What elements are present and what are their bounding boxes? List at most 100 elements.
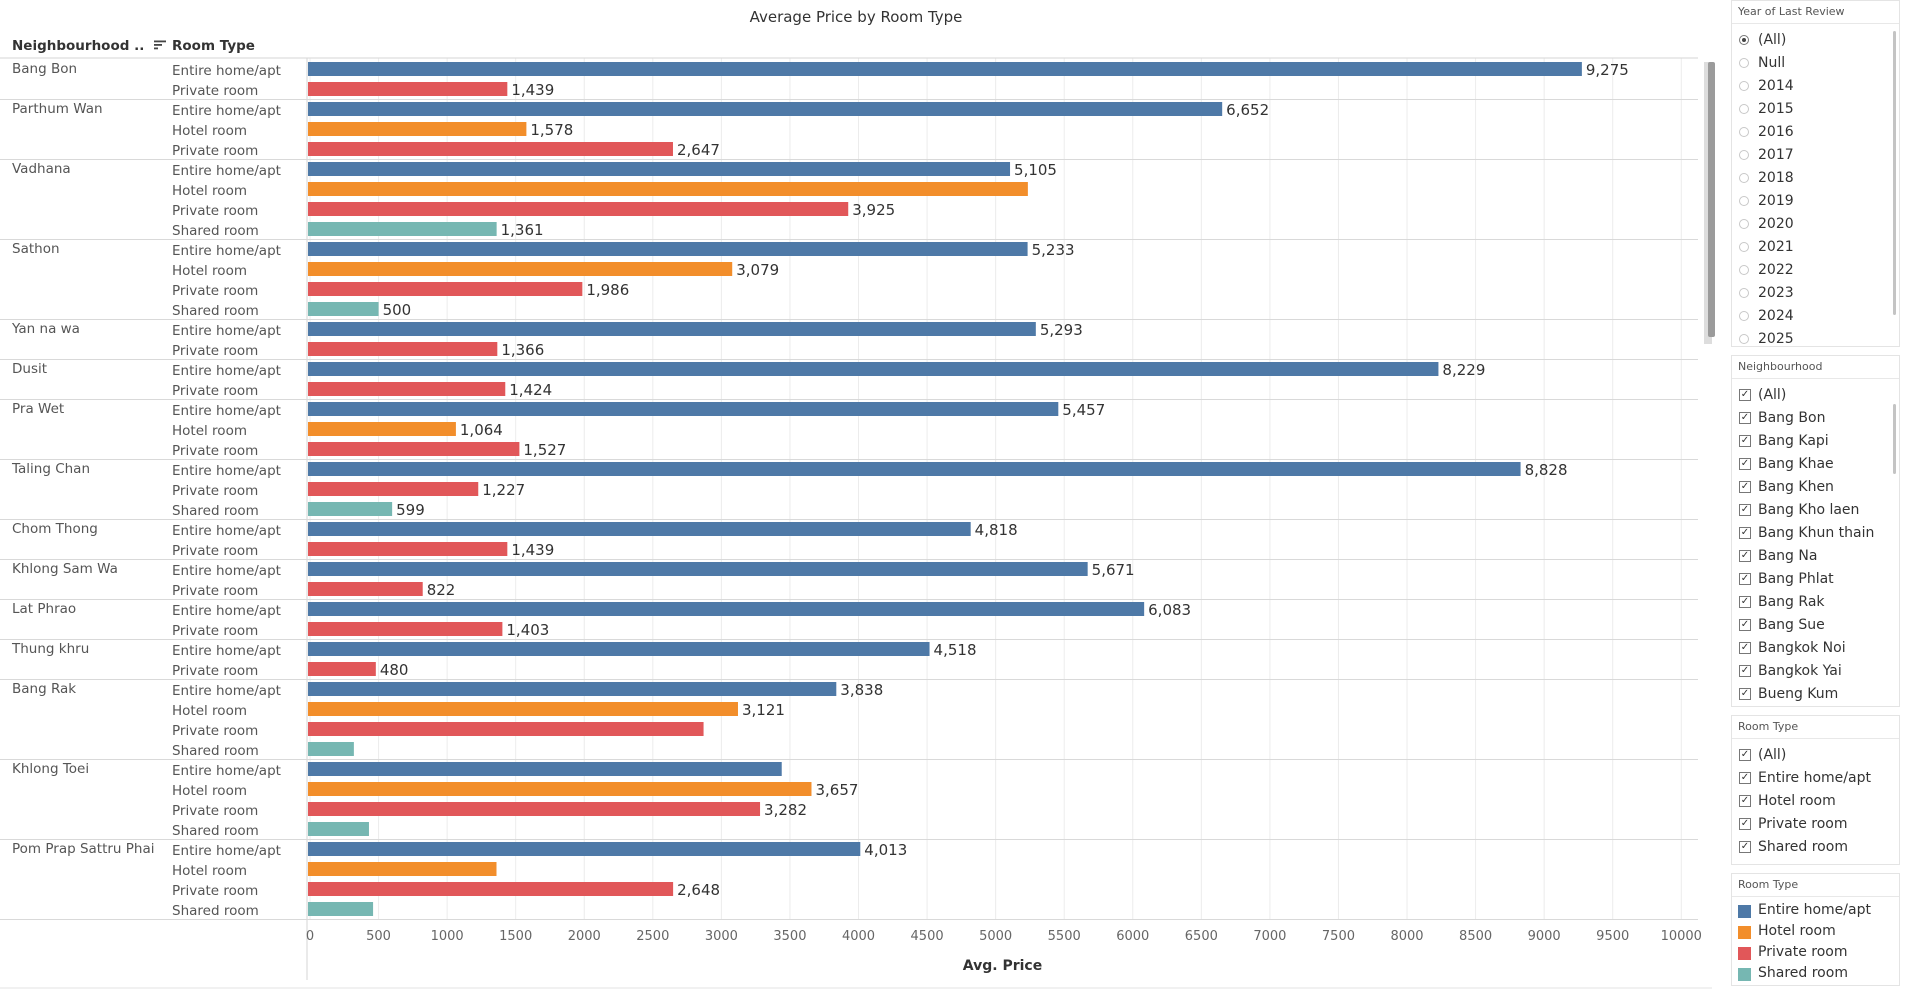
neighbourhood-option-bang-kho-laen[interactable]: ✓ Bang Kho laen xyxy=(1732,500,1899,523)
neighbourhood-option-bang-sue[interactable]: ✓ Bang Sue xyxy=(1732,615,1899,638)
year-option-2023[interactable]: 2023 xyxy=(1732,283,1899,306)
radio-button[interactable] xyxy=(1739,81,1749,91)
checkbox-checked-icon[interactable]: ✓ xyxy=(1739,550,1751,562)
room-type-label[interactable]: Entire home/apt xyxy=(172,763,281,779)
bar[interactable] xyxy=(308,462,1521,476)
neighbourhood-label[interactable]: Taling Chan xyxy=(11,461,90,477)
room-type-label[interactable]: Private room xyxy=(172,443,258,459)
room-type-option-hotel-room[interactable]: ✓ Hotel room xyxy=(1732,791,1899,814)
bar[interactable] xyxy=(308,762,782,776)
room-type-label[interactable]: Shared room xyxy=(172,903,259,919)
bar[interactable] xyxy=(308,62,1582,76)
neighbourhood-option-bang-na[interactable]: ✓ Bang Na xyxy=(1732,546,1899,569)
neighbourhood-label[interactable]: Khlong Sam Wa xyxy=(12,561,118,577)
room-type-label[interactable]: Hotel room xyxy=(172,783,247,799)
room-type-column-header[interactable]: Room Type xyxy=(172,38,255,54)
neighbourhood-option-bang-phlat[interactable]: ✓ Bang Phlat xyxy=(1732,569,1899,592)
room-type-label[interactable]: Private room xyxy=(172,83,258,99)
room-type-option-entire-home-apt[interactable]: ✓ Entire home/apt xyxy=(1732,768,1899,791)
bar[interactable] xyxy=(308,722,704,736)
checkbox-checked-icon[interactable]: ✓ xyxy=(1739,596,1751,608)
neighbourhood-option-bang-khun-thain[interactable]: ✓ Bang Khun thain xyxy=(1732,523,1899,546)
radio-button[interactable] xyxy=(1739,104,1749,114)
bar[interactable] xyxy=(308,742,354,756)
neighbourhood-option-bang-khen[interactable]: ✓ Bang Khen xyxy=(1732,477,1899,500)
room-type-label[interactable]: Entire home/apt xyxy=(172,243,281,259)
neighbourhood-label[interactable]: Khlong Toei xyxy=(12,761,89,777)
radio-button[interactable] xyxy=(1739,173,1749,183)
neighbourhood-label[interactable]: Yan na wa xyxy=(11,321,80,337)
bar[interactable] xyxy=(308,682,837,696)
bar[interactable] xyxy=(308,222,497,236)
radio-button[interactable] xyxy=(1739,288,1749,298)
bar[interactable] xyxy=(308,282,583,296)
bar[interactable] xyxy=(308,662,376,676)
room-type-label[interactable]: Entire home/apt xyxy=(172,523,281,539)
radio-button[interactable] xyxy=(1739,196,1749,206)
bar[interactable] xyxy=(308,542,508,556)
room-type-label[interactable]: Entire home/apt xyxy=(172,463,281,479)
neighbourhood-option-bang-kapi[interactable]: ✓ Bang Kapi xyxy=(1732,431,1899,454)
neighbourhood-option-bang-rak[interactable]: ✓ Bang Rak xyxy=(1732,592,1899,615)
bar[interactable] xyxy=(308,122,527,136)
year-option-2018[interactable]: 2018 xyxy=(1732,168,1899,191)
room-type-option-all[interactable]: ✓ (All) xyxy=(1732,745,1899,768)
bar[interactable] xyxy=(308,582,423,596)
checkbox-checked-icon[interactable]: ✓ xyxy=(1739,527,1751,539)
legend-item-private-room[interactable]: Private room xyxy=(1732,943,1899,964)
checkbox-checked-icon[interactable]: ✓ xyxy=(1739,573,1751,585)
neighbourhood-label[interactable]: Bang Rak xyxy=(12,681,76,697)
bar[interactable] xyxy=(308,862,497,876)
bar[interactable] xyxy=(308,302,379,316)
bar[interactable] xyxy=(308,142,673,156)
neighbourhood-label[interactable]: Dusit xyxy=(12,361,47,377)
bar[interactable] xyxy=(308,802,761,816)
room-type-label[interactable]: Shared room xyxy=(172,743,259,759)
bar[interactable] xyxy=(308,262,733,276)
room-type-label[interactable]: Private room xyxy=(172,143,258,159)
year-option-2024[interactable]: 2024 xyxy=(1732,306,1899,329)
room-type-label[interactable]: Private room xyxy=(172,583,258,599)
radio-button[interactable] xyxy=(1739,265,1749,275)
room-type-label[interactable]: Private room xyxy=(172,623,258,639)
legend-item-shared-room[interactable]: Shared room xyxy=(1732,964,1899,985)
bar[interactable] xyxy=(308,322,1036,336)
room-type-label[interactable]: Private room xyxy=(172,283,258,299)
room-type-label[interactable]: Entire home/apt xyxy=(172,403,281,419)
bar[interactable] xyxy=(308,702,738,716)
year-option-null[interactable]: Null xyxy=(1732,53,1899,76)
checkbox-checked-icon[interactable]: ✓ xyxy=(1739,665,1751,677)
neighbourhood-label[interactable]: Chom Thong xyxy=(12,521,98,537)
bar[interactable] xyxy=(308,82,508,96)
room-type-label[interactable]: Entire home/apt xyxy=(172,563,281,579)
bar[interactable] xyxy=(308,242,1028,256)
neighbourhood-option-bang-khae[interactable]: ✓ Bang Khae xyxy=(1732,454,1899,477)
room-type-label[interactable]: Hotel room xyxy=(172,123,247,139)
room-type-label[interactable]: Entire home/apt xyxy=(172,603,281,619)
room-type-label[interactable]: Shared room xyxy=(172,823,259,839)
checkbox-checked-icon[interactable]: ✓ xyxy=(1739,688,1751,700)
checkbox-checked-icon[interactable]: ✓ xyxy=(1739,841,1751,853)
room-type-label[interactable]: Entire home/apt xyxy=(172,63,281,79)
bar[interactable] xyxy=(308,842,861,856)
room-type-option-private-room[interactable]: ✓ Private room xyxy=(1732,814,1899,837)
year-option-2016[interactable]: 2016 xyxy=(1732,122,1899,145)
radio-button[interactable] xyxy=(1739,334,1749,344)
room-type-label[interactable]: Shared room xyxy=(172,223,259,239)
checkbox-checked-icon[interactable]: ✓ xyxy=(1739,458,1751,470)
neighbourhood-label[interactable]: Thung khru xyxy=(11,641,89,657)
checkbox-checked-icon[interactable]: ✓ xyxy=(1739,772,1751,784)
room-type-label[interactable]: Private room xyxy=(172,203,258,219)
neighbourhood-label[interactable]: Parthum Wan xyxy=(12,101,103,117)
neighbourhood-column-header[interactable]: Neighbourhood .. xyxy=(12,38,167,54)
year-option-2015[interactable]: 2015 xyxy=(1732,99,1899,122)
room-type-label[interactable]: Private room xyxy=(172,803,258,819)
year-option-2020[interactable]: 2020 xyxy=(1732,214,1899,237)
room-type-label[interactable]: Shared room xyxy=(172,503,259,519)
checkbox-checked-icon[interactable]: ✓ xyxy=(1739,749,1751,761)
bar[interactable] xyxy=(308,162,1011,176)
year-option-2022[interactable]: 2022 xyxy=(1732,260,1899,283)
bar[interactable] xyxy=(308,602,1145,616)
bar[interactable] xyxy=(308,202,849,216)
bar[interactable] xyxy=(308,822,369,836)
